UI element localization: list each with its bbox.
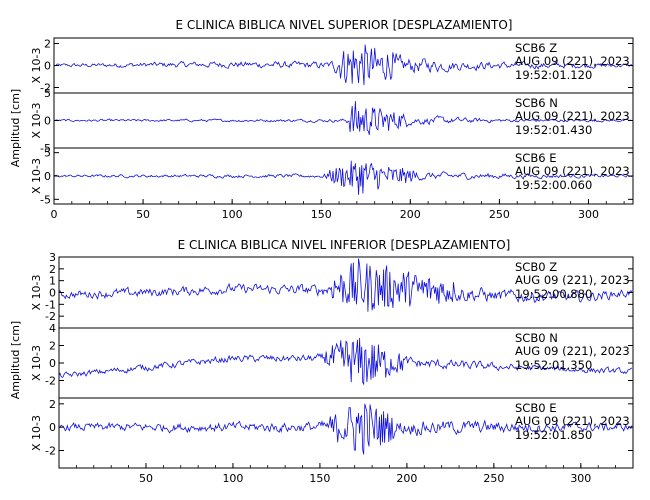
- station-component-label: SCB6 Z: [515, 41, 557, 55]
- y-tick-label: 3: [49, 251, 56, 264]
- scale-factor-label: X 10-3: [30, 103, 43, 139]
- time-label: 19:52:00.880: [515, 287, 592, 301]
- x-axis: 50 100 150 200 250 300: [58, 463, 634, 485]
- scale-factor-label: X 10-3: [30, 275, 43, 311]
- lower-station-group: E CLINICA BIBLICA NIVEL INFERIOR [DESPLA…: [9, 238, 634, 485]
- y-tick-label: 0: [44, 60, 51, 73]
- date-label: AUG 09 (221), 2023: [515, 54, 630, 68]
- scale-factor-label: X 10-3: [30, 158, 43, 194]
- x-tick-label: 100: [222, 472, 243, 485]
- y-tick-label: -5: [40, 193, 51, 206]
- lower-y-axis-label: Amplitud [cm]: [9, 321, 22, 399]
- time-label: 19:52:01.120: [515, 68, 592, 82]
- time-label: 19:52:01.430: [515, 123, 592, 137]
- y-tick-label: 2: [49, 263, 56, 276]
- series-line-scb6-n: [53, 101, 633, 135]
- station-component-label: SCB0 E: [515, 401, 556, 415]
- y-tick-label: 0: [49, 357, 56, 370]
- series-line-scb6-z: [53, 44, 633, 86]
- y-tick-label: 0: [44, 115, 51, 128]
- x-tick-label: 200: [396, 472, 417, 485]
- x-tick-label: 150: [311, 208, 332, 221]
- y-tick-label: -2: [45, 445, 56, 458]
- y-tick-label: -5: [40, 142, 51, 155]
- y-tick-label: 1: [49, 275, 56, 288]
- date-label: AUG 09 (221), 2023: [515, 109, 630, 123]
- station-component-label: SCB0 Z: [515, 260, 557, 274]
- x-tick-label: 50: [139, 472, 153, 485]
- x-tick-label: 250: [489, 208, 510, 221]
- x-tick-label: 200: [400, 208, 421, 221]
- scale-factor-label: X 10-3: [30, 345, 43, 381]
- scale-factor-label: X 10-3: [30, 48, 43, 84]
- x-tick-label: 100: [222, 208, 243, 221]
- y-tick-label: -2: [45, 310, 56, 323]
- time-label: 19:52:01.850: [515, 428, 592, 442]
- scale-factor-label: X 10-3: [30, 415, 43, 451]
- date-label: AUG 09 (221), 2023: [515, 164, 630, 178]
- x-tick-label: 300: [578, 208, 599, 221]
- y-tick-label: 0: [49, 287, 56, 300]
- x-tick-label: 250: [483, 472, 504, 485]
- x-tick-label: 0: [51, 208, 58, 221]
- date-label: AUG 09 (221), 2023: [515, 344, 630, 358]
- y-tick-label: 5: [44, 87, 51, 100]
- lower-chart-title: E CLINICA BIBLICA NIVEL INFERIOR [DESPLA…: [178, 238, 511, 252]
- date-label: AUG 09 (221), 2023: [515, 414, 630, 428]
- date-label: AUG 09 (221), 2023: [515, 273, 630, 287]
- y-tick-label: -1: [45, 298, 56, 311]
- x-tick-label: 150: [309, 472, 330, 485]
- y-tick-label: 2: [44, 38, 51, 51]
- panel-frame: [58, 397, 634, 469]
- series-line-scb0-z: [58, 258, 633, 312]
- y-tick-label: 5: [44, 147, 51, 160]
- y-tick-label: 4: [49, 322, 56, 335]
- upper-y-axis-label: Amplitud [cm]: [9, 89, 22, 167]
- series-line-scb0-e: [58, 403, 633, 455]
- upper-station-group: E CLINICA BIBLICA NIVEL SUPERIOR [DESPLA…: [9, 18, 634, 221]
- x-axis: 0 50 100 150 200 250 300: [51, 199, 625, 221]
- x-tick-label: 50: [136, 208, 150, 221]
- station-component-label: SCB0 N: [515, 331, 558, 345]
- y-tick-label: 0: [44, 170, 51, 183]
- station-component-label: SCB6 E: [515, 151, 556, 165]
- y-tick-label: -2: [45, 375, 56, 388]
- series-line-scb6-e: [53, 160, 633, 195]
- y-tick-label: 0: [49, 421, 56, 434]
- time-label: 19:52:00.060: [515, 178, 592, 192]
- time-label: 19:52:01.350: [515, 358, 592, 372]
- station-component-label: SCB6 N: [515, 96, 558, 110]
- series-line-scb0-n: [58, 337, 633, 386]
- upper-chart-title: E CLINICA BIBLICA NIVEL SUPERIOR [DESPLA…: [176, 18, 513, 32]
- y-tick-label: 2: [49, 398, 56, 411]
- y-tick-label: -2: [40, 82, 51, 95]
- y-tick-label: 2: [49, 340, 56, 353]
- x-tick-label: 300: [570, 472, 591, 485]
